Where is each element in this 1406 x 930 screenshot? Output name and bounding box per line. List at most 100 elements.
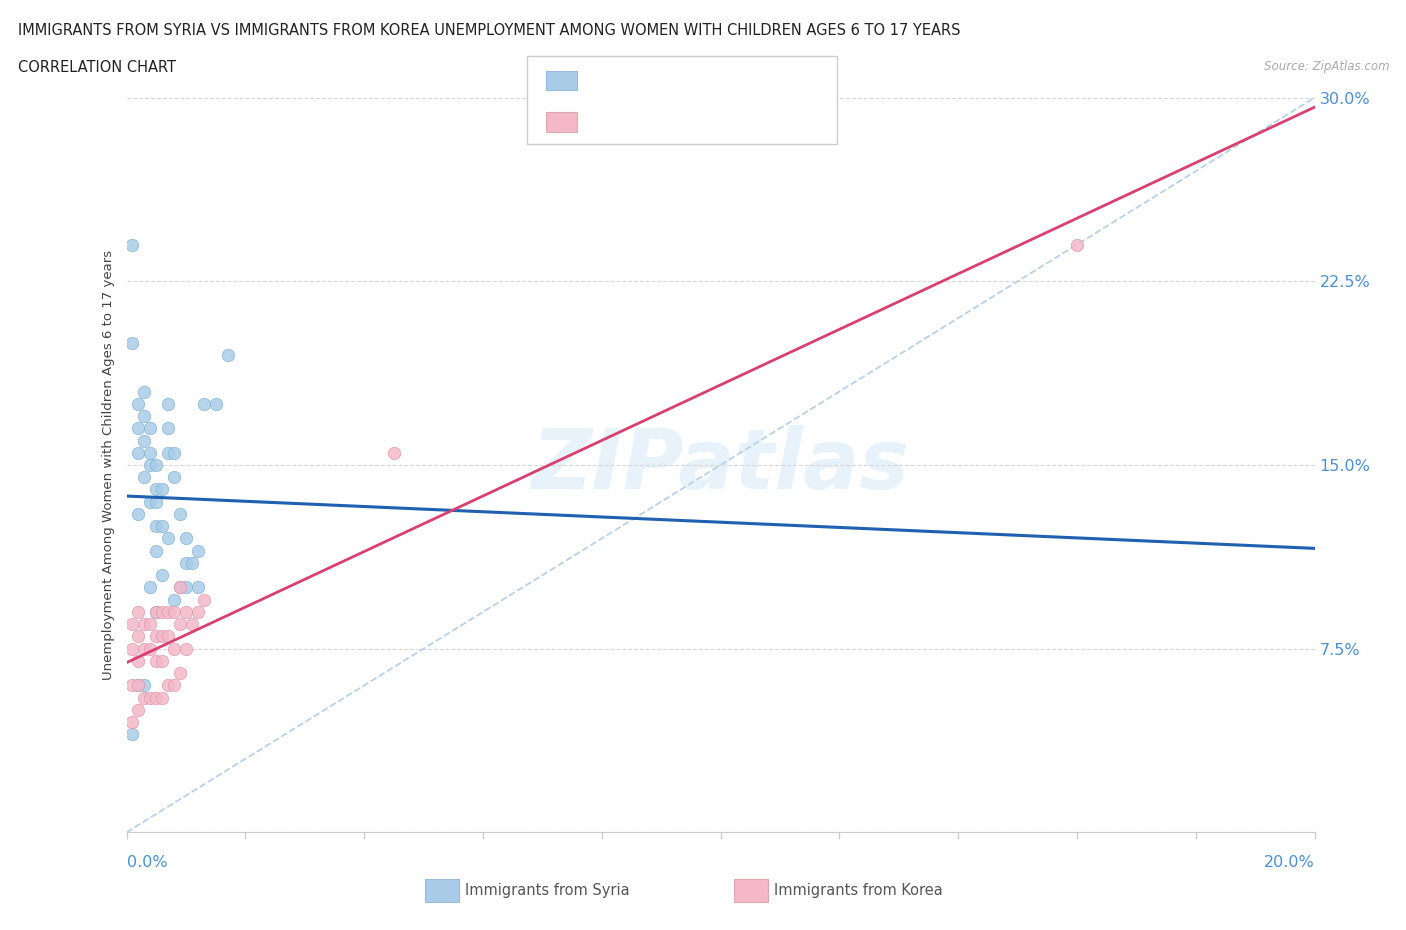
Point: [127, 420, 149, 435]
Point: [180, 555, 202, 570]
Text: Immigrants from Korea: Immigrants from Korea: [775, 883, 943, 898]
Point: [121, 335, 143, 350]
Text: 0.0%: 0.0%: [127, 855, 167, 870]
Text: R = 0.341: R = 0.341: [589, 73, 669, 88]
Point: [134, 384, 156, 399]
Point: [174, 555, 197, 570]
Point: [139, 458, 162, 472]
Point: [169, 580, 191, 595]
Text: N = 39: N = 39: [713, 114, 773, 129]
Point: [127, 396, 149, 411]
Point: [157, 678, 180, 693]
Point: [169, 666, 191, 681]
Text: CORRELATION CHART: CORRELATION CHART: [18, 60, 176, 75]
Point: [145, 543, 167, 558]
Point: [169, 580, 191, 595]
Point: [139, 445, 162, 460]
Point: [163, 642, 186, 657]
Point: [139, 642, 162, 657]
Point: [163, 604, 186, 619]
Point: [127, 507, 149, 522]
Point: [150, 604, 173, 619]
Point: [127, 702, 149, 717]
Text: R = 0.218: R = 0.218: [589, 114, 669, 129]
Point: [134, 678, 156, 693]
Point: [134, 690, 156, 705]
Point: [157, 604, 180, 619]
Point: [127, 654, 149, 669]
Point: [193, 396, 215, 411]
Point: [134, 470, 156, 485]
Text: Immigrants from Syria: Immigrants from Syria: [465, 883, 630, 898]
Point: [382, 445, 405, 460]
Text: ZIPatlas: ZIPatlas: [531, 424, 910, 506]
Point: [127, 445, 149, 460]
Point: [163, 592, 186, 607]
Point: [157, 396, 180, 411]
FancyBboxPatch shape: [527, 56, 837, 144]
Point: [174, 531, 197, 546]
Point: [145, 495, 167, 510]
Point: [180, 617, 202, 631]
Point: [150, 629, 173, 644]
Point: [187, 580, 209, 595]
Point: [217, 347, 239, 362]
Y-axis label: Unemployment Among Women with Children Ages 6 to 17 years: Unemployment Among Women with Children A…: [103, 250, 115, 680]
Point: [145, 458, 167, 472]
Point: [145, 604, 167, 619]
Point: [145, 482, 167, 497]
Point: [174, 642, 197, 657]
Point: [121, 727, 143, 742]
Point: [121, 678, 143, 693]
Text: IMMIGRANTS FROM SYRIA VS IMMIGRANTS FROM KOREA UNEMPLOYMENT AMONG WOMEN WITH CHI: IMMIGRANTS FROM SYRIA VS IMMIGRANTS FROM…: [18, 23, 960, 38]
Point: [204, 396, 226, 411]
Point: [139, 495, 162, 510]
Point: [174, 580, 197, 595]
Point: [163, 470, 186, 485]
FancyBboxPatch shape: [425, 879, 458, 902]
Point: [145, 690, 167, 705]
Point: [139, 617, 162, 631]
Point: [145, 519, 167, 534]
Point: [134, 433, 156, 448]
Point: [121, 714, 143, 729]
Point: [150, 690, 173, 705]
FancyBboxPatch shape: [546, 113, 576, 132]
Point: [157, 445, 180, 460]
Point: [157, 531, 180, 546]
Point: [127, 629, 149, 644]
Point: [134, 408, 156, 423]
FancyBboxPatch shape: [734, 879, 768, 902]
Point: [127, 678, 149, 693]
Point: [121, 237, 143, 252]
Point: [1066, 237, 1088, 252]
Text: Source: ZipAtlas.com: Source: ZipAtlas.com: [1264, 60, 1389, 73]
Point: [127, 678, 149, 693]
Point: [150, 482, 173, 497]
Point: [187, 604, 209, 619]
Text: N = 45: N = 45: [713, 73, 773, 88]
Point: [163, 445, 186, 460]
Text: 20.0%: 20.0%: [1264, 855, 1315, 870]
Point: [193, 592, 215, 607]
Point: [139, 420, 162, 435]
Point: [139, 580, 162, 595]
Point: [169, 507, 191, 522]
Point: [127, 604, 149, 619]
Point: [145, 629, 167, 644]
Point: [139, 690, 162, 705]
Point: [150, 654, 173, 669]
Point: [163, 678, 186, 693]
Point: [169, 617, 191, 631]
Point: [145, 654, 167, 669]
Point: [174, 604, 197, 619]
Point: [150, 567, 173, 582]
Point: [121, 642, 143, 657]
Point: [157, 420, 180, 435]
Point: [134, 642, 156, 657]
Point: [145, 604, 167, 619]
Point: [121, 617, 143, 631]
Point: [150, 519, 173, 534]
Point: [187, 543, 209, 558]
Point: [134, 617, 156, 631]
